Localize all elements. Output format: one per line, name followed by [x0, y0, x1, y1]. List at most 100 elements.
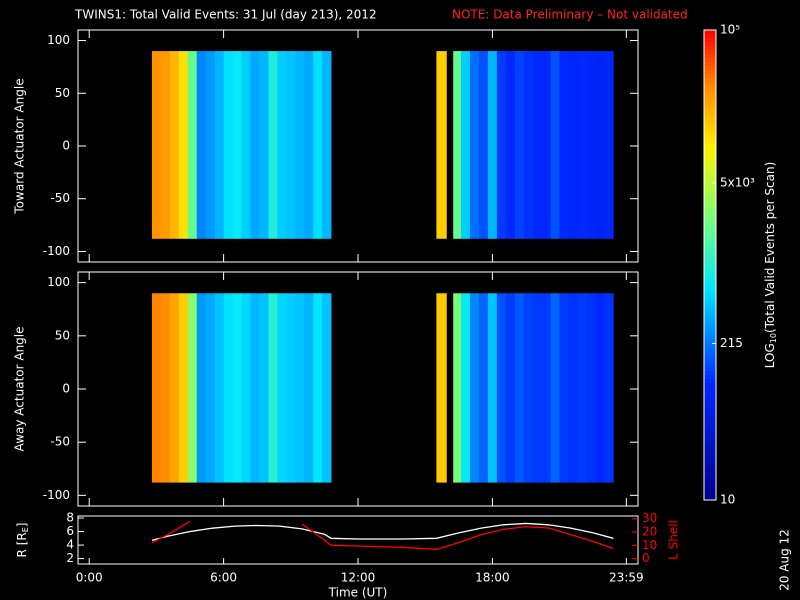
- colorbar-swatch: [704, 421, 716, 427]
- colorbar-swatch: [704, 359, 716, 364]
- colorbar-swatch: [704, 292, 716, 297]
- y-axis-label: Toward Actuator Angle: [13, 78, 27, 214]
- colorbar-swatch: [704, 77, 716, 82]
- heat-cell: [595, 51, 605, 239]
- heat-cell: [487, 51, 498, 239]
- colorbar-swatch: [704, 261, 716, 266]
- colorbar-swatch: [704, 120, 716, 125]
- colorbar-swatch: [704, 124, 716, 129]
- colorbar-swatch: [704, 116, 716, 121]
- heat-cell: [523, 51, 534, 239]
- y-axis-label-part: R [R: [15, 532, 29, 557]
- colorbar-swatch: [704, 135, 716, 141]
- y-tick-label: -50: [50, 435, 70, 449]
- colorbar-swatch: [704, 163, 716, 168]
- colorbar-swatch: [704, 308, 716, 313]
- heat-cell: [487, 293, 498, 483]
- colorbar-swatch: [704, 280, 716, 286]
- colorbar-swatch: [704, 390, 716, 395]
- colorbar-swatch: [704, 155, 716, 160]
- heat-cell: [461, 51, 471, 239]
- heat-cell: [604, 293, 614, 483]
- colorbar-tick-label: 5x10³: [720, 175, 755, 189]
- colorbar-swatch: [704, 45, 716, 51]
- colorbar-swatch: [704, 464, 716, 470]
- heat-cell: [268, 51, 278, 239]
- colorbar-swatch: [704, 323, 716, 329]
- y-tick-label: 100: [47, 275, 70, 289]
- heat-cell: [304, 293, 314, 483]
- colorbar-swatch: [704, 178, 716, 184]
- chart-title: TWINS1: Total Valid Events: 31 Jul (day …: [74, 8, 377, 22]
- colorbar-swatch: [704, 351, 716, 356]
- colorbar-swatch: [704, 210, 716, 215]
- colorbar-swatch: [704, 194, 716, 199]
- heat-cell: [550, 51, 560, 239]
- colorbar-swatch: [704, 49, 716, 54]
- heat-cell: [277, 293, 287, 483]
- heat-cell: [259, 293, 269, 483]
- heat-cell: [232, 51, 242, 239]
- colorbar-swatch: [704, 453, 716, 458]
- colorbar-swatch: [704, 100, 716, 105]
- heat-cell: [259, 51, 269, 239]
- colorbar-swatch: [704, 221, 716, 227]
- colorbar-swatch: [704, 429, 716, 434]
- y-tick-label: 4: [66, 538, 74, 552]
- y-axis-label: R [RE]: [15, 523, 30, 558]
- colorbar-swatch: [704, 245, 716, 250]
- heat-cell: [196, 51, 206, 239]
- heat-cell: [559, 51, 569, 239]
- x-tick-label: 0:00: [76, 571, 103, 585]
- colorbar-swatch: [704, 468, 716, 474]
- colorbar-swatch: [704, 139, 716, 145]
- colorbar-swatch: [704, 339, 716, 344]
- heat-cell: [160, 293, 171, 483]
- colorbar-swatch: [704, 445, 716, 450]
- series-line: [151, 520, 614, 550]
- heat-cell: [304, 51, 314, 239]
- colorbar-swatch: [704, 37, 716, 43]
- heat-cell: [478, 293, 489, 483]
- heat-cell: [214, 51, 224, 239]
- heat-cell: [586, 51, 596, 239]
- colorbar-swatch: [704, 159, 716, 164]
- colorbar-tick-label: 215: [720, 336, 743, 350]
- heat-cell: [523, 293, 534, 483]
- y-tick-label: -100: [43, 244, 70, 258]
- heat-cell: [568, 293, 578, 483]
- colorbar-swatch: [704, 92, 716, 98]
- y-tick-label: 6: [66, 524, 74, 538]
- colorbar-swatch: [704, 272, 716, 278]
- y-tick-label: -100: [43, 488, 70, 502]
- colorbar-swatch: [704, 488, 716, 493]
- heat-cell: [322, 51, 332, 239]
- heat-cell: [250, 51, 260, 239]
- y-tick-label: 0: [62, 139, 70, 153]
- heat-cell: [268, 293, 278, 483]
- y-tick-label: 100: [47, 33, 70, 47]
- colorbar-swatch: [704, 484, 716, 489]
- colorbar-swatch: [704, 315, 716, 321]
- colorbar-swatch: [704, 218, 716, 223]
- colorbar-swatch: [704, 284, 716, 289]
- heat-cell: [223, 293, 233, 483]
- x-tick-label: 6:00: [210, 571, 237, 585]
- y-axis-label: Away Actuator Angle: [13, 326, 27, 451]
- colorbar-swatch: [704, 300, 716, 305]
- heat-cell: [478, 51, 489, 239]
- colorbar-swatch: [704, 253, 716, 258]
- colorbar-swatch: [704, 268, 716, 274]
- colorbar-swatch: [704, 182, 716, 188]
- colorbar-swatch: [704, 304, 716, 309]
- colorbar-swatch: [704, 80, 716, 86]
- colorbar-swatch: [704, 319, 716, 325]
- x-tick-label: 12:00: [341, 571, 376, 585]
- heat-cell: [568, 51, 578, 239]
- y-axis-label-part: ]: [15, 523, 29, 528]
- colorbar-swatch: [704, 65, 716, 70]
- colorbar-swatch: [704, 437, 716, 442]
- colorbar-swatch: [704, 198, 716, 203]
